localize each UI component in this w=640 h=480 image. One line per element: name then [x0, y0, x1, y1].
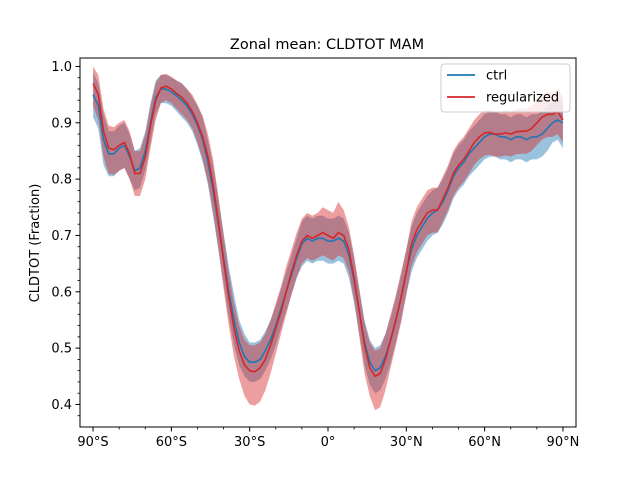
band-regularized	[93, 66, 563, 411]
y-tick-label: 0.6	[51, 285, 72, 300]
x-tick-label: 0°	[321, 435, 336, 450]
y-axis-label: CLDTOT (Fraction)	[28, 184, 43, 303]
x-axis: 90°S 60°S 30°S 0° 30°N 60°N 90°N	[77, 427, 579, 450]
x-tick-label: 60°N	[468, 435, 501, 450]
legend-box	[440, 63, 571, 113]
x-tick-label: 30°S	[234, 435, 265, 450]
series-lines	[92, 83, 564, 378]
y-axis: 0.4 0.5 0.6 0.7 0.8 0.9 1.0	[51, 60, 80, 417]
y-tick-label: 0.8	[51, 173, 72, 188]
plot-frame	[79, 57, 577, 428]
y-tick-label: 0.4	[51, 398, 72, 413]
x-tick-label: 60°S	[156, 435, 187, 450]
y-tick-label: 0.9	[51, 116, 72, 131]
y-tick-label: 0.7	[51, 229, 72, 244]
y-tick-label: 0.5	[51, 342, 72, 357]
line-regularized	[92, 83, 564, 378]
legend-label-regularized: regularized	[486, 91, 559, 106]
x-tick-label: 30°N	[390, 435, 423, 450]
confidence-bands	[93, 66, 563, 411]
legend: ctrl regularized	[440, 63, 571, 113]
band-ctrl	[93, 72, 563, 394]
line-ctrl	[92, 88, 564, 372]
legend-label-ctrl: ctrl	[486, 69, 507, 84]
x-tick-label: 90°S	[77, 435, 108, 450]
x-tick-label: 90°N	[547, 435, 580, 450]
y-tick-label: 1.0	[51, 60, 72, 75]
chart-title: Zonal mean: CLDTOT MAM	[230, 37, 424, 53]
